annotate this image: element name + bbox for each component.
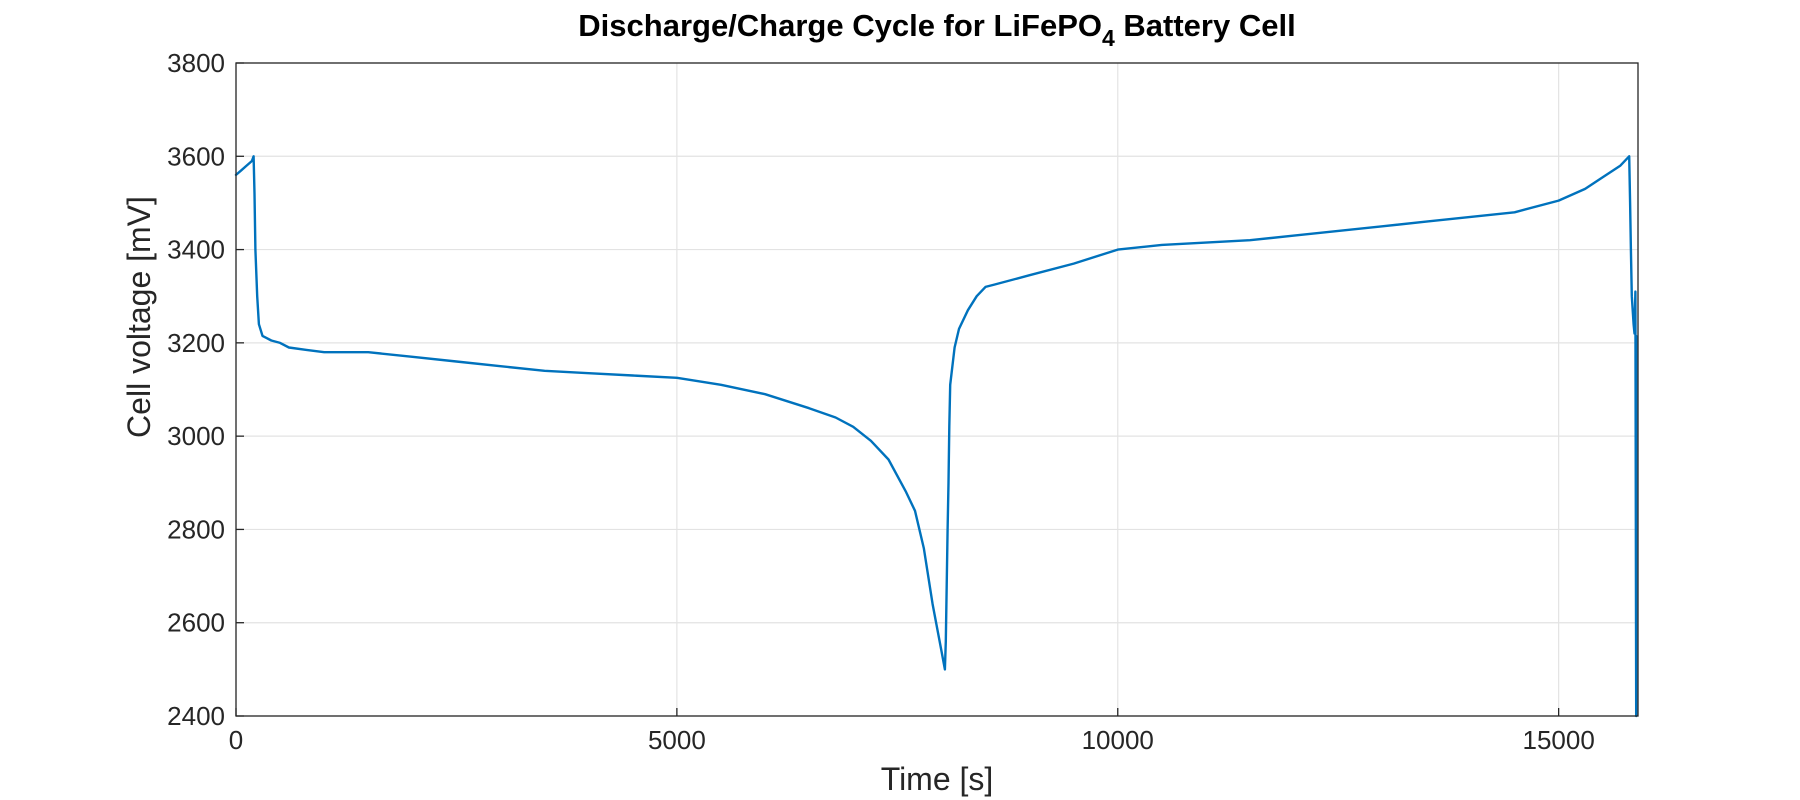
plot-area-frame: [235, 62, 1639, 717]
x-tick-label: 5000: [648, 725, 706, 755]
x-tick-label: 10000: [1082, 725, 1154, 755]
y-tick-label: 3800: [167, 48, 225, 78]
series-layer: [234, 155, 1638, 718]
series-line: [234, 155, 1638, 718]
chart-title: Discharge/Charge Cycle for LiFePO4 Batte…: [578, 8, 1295, 51]
chart-title-subscript: 4: [1102, 25, 1115, 51]
y-tick-label: 3400: [167, 235, 225, 265]
y-tick-label: 3000: [167, 421, 225, 451]
y-tick-label: 3200: [167, 328, 225, 358]
x-tick-label: 15000: [1522, 725, 1594, 755]
y-tick-label: 2400: [167, 701, 225, 731]
x-tick-label: 0: [229, 725, 243, 755]
x-axis-label: Time [s]: [881, 761, 994, 797]
chart-title-main: Discharge/Charge Cycle for LiFePO: [578, 8, 1102, 43]
axis-ticks: 0 5000 10000 15000 2400 2600 2800 3000 3200 3400 3…: [167, 48, 1595, 755]
chart-title-suffix: Battery Cell: [1115, 8, 1296, 43]
y-tick-label: 2800: [167, 514, 225, 544]
y-tick-label: 3600: [167, 141, 225, 171]
y-axis-label: Cell voltage [mV]: [121, 196, 157, 438]
y-tick-label: 2600: [167, 608, 225, 638]
